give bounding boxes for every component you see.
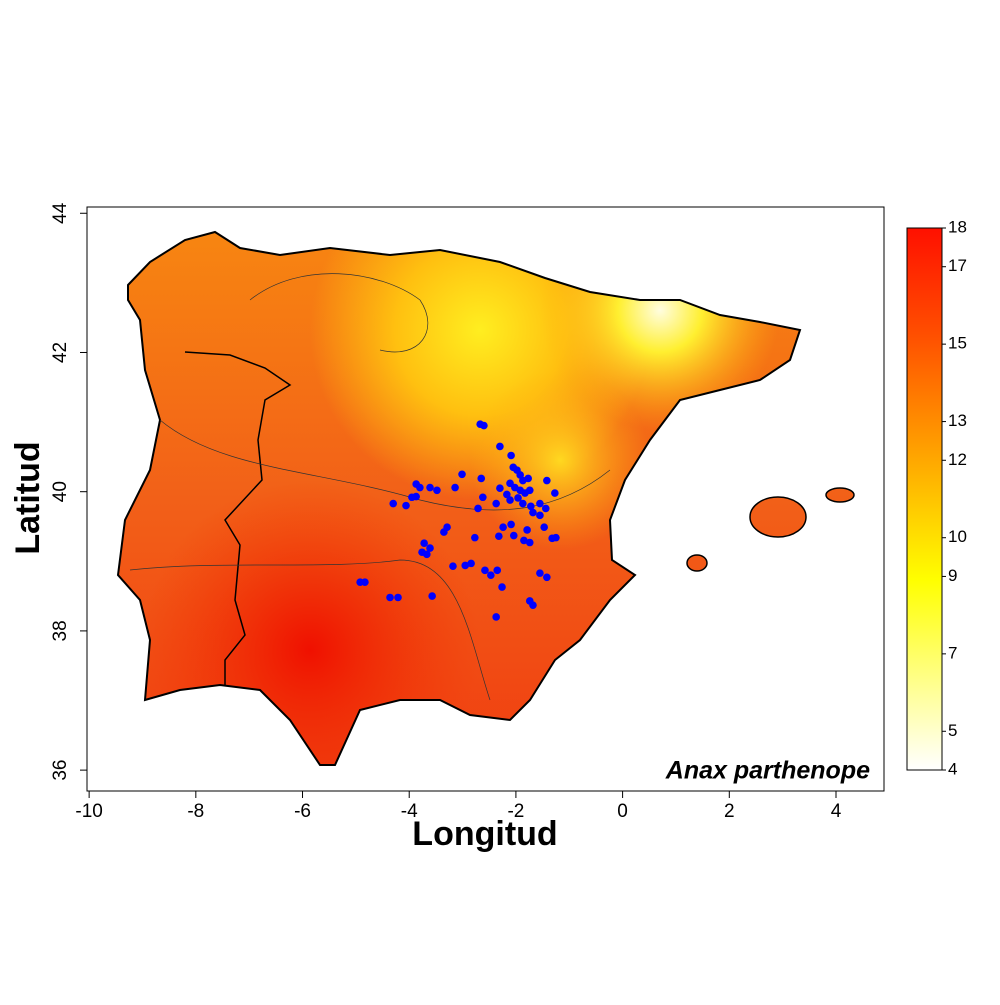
colorbar-tick-label: 13 bbox=[948, 411, 967, 430]
occurrence-point bbox=[514, 494, 522, 502]
y-tick-label: 40 bbox=[50, 481, 71, 502]
y-tick-label: 36 bbox=[50, 760, 71, 781]
colorbar-tick-label: 15 bbox=[948, 334, 967, 353]
occurrence-point bbox=[507, 520, 515, 529]
coastline bbox=[117, 231, 855, 766]
colorbar-tick-label: 17 bbox=[948, 256, 967, 275]
colorbar-tick-label: 7 bbox=[948, 643, 957, 662]
colorbar-tick-label: 4 bbox=[948, 759, 957, 778]
plot-frame bbox=[86, 206, 885, 792]
occurrence-point bbox=[507, 451, 515, 460]
occurrence-point bbox=[496, 484, 504, 493]
colorbar-tick-label: 10 bbox=[948, 527, 967, 546]
occurrence-point bbox=[389, 499, 398, 508]
occurrence-point bbox=[394, 593, 402, 602]
x-tick-label: 0 bbox=[617, 801, 628, 822]
occurrence-point bbox=[495, 532, 503, 541]
occurrence-point bbox=[506, 496, 514, 504]
occurrence-point bbox=[527, 502, 535, 511]
colorbar bbox=[906, 227, 943, 771]
occurrence-point bbox=[519, 499, 527, 508]
x-tick-label: -8 bbox=[187, 801, 204, 822]
occurrence-point bbox=[402, 501, 410, 510]
occurrence-point bbox=[492, 613, 500, 621]
occurrence-point bbox=[525, 538, 534, 547]
y-tick-label: 42 bbox=[50, 342, 71, 363]
occurrence-point bbox=[552, 533, 560, 542]
occurrence-point bbox=[543, 476, 551, 485]
occurrence-point bbox=[520, 536, 528, 545]
occurrence-point bbox=[498, 583, 506, 591]
occurrence-point bbox=[529, 601, 537, 609]
x-tick-label: -6 bbox=[294, 801, 311, 822]
occurrence-point bbox=[451, 483, 459, 492]
temperature-surface bbox=[118, 232, 854, 765]
occurrence-point bbox=[426, 483, 434, 492]
occurrence-point bbox=[540, 523, 548, 531]
x-tick-label: 2 bbox=[724, 801, 735, 822]
occurrence-point bbox=[408, 493, 416, 502]
occurrence-point bbox=[428, 592, 436, 600]
x-axis-label: Longitud bbox=[412, 815, 557, 853]
occurrence-point bbox=[503, 490, 511, 499]
occurrence-point bbox=[487, 571, 495, 580]
occurrence-point bbox=[523, 526, 531, 534]
x-tick-label: -4 bbox=[401, 801, 418, 822]
occurrence-point bbox=[474, 504, 482, 513]
occurrence-point bbox=[541, 504, 550, 513]
y-axis-label: Latitud bbox=[9, 441, 47, 554]
occurrence-point bbox=[426, 544, 434, 552]
x-tick-label: -2 bbox=[507, 801, 524, 822]
occurrence-point bbox=[509, 531, 518, 540]
occurrence-point bbox=[551, 489, 559, 497]
occurrence-point bbox=[386, 593, 394, 602]
colorbar-tick-label: 5 bbox=[948, 721, 957, 740]
occurrence-point bbox=[476, 420, 484, 428]
occurrence-point bbox=[529, 508, 537, 517]
occurrence-point bbox=[493, 566, 502, 575]
colorbar-tick-label: 9 bbox=[948, 566, 957, 585]
occurrence-point bbox=[477, 474, 486, 483]
occurrence-point bbox=[440, 528, 448, 536]
occurrence-point bbox=[536, 499, 544, 508]
occurrence-point bbox=[423, 550, 431, 559]
species-label: Anax parthenope bbox=[665, 757, 870, 785]
occurrence-point bbox=[499, 523, 507, 531]
occurrence-point bbox=[525, 486, 534, 495]
y-tick-label: 38 bbox=[50, 620, 71, 641]
occurrence-point bbox=[420, 539, 428, 548]
x-tick-label: 4 bbox=[831, 801, 842, 822]
occurrence-point bbox=[543, 573, 551, 582]
occurrence-point bbox=[524, 474, 532, 483]
occurrence-point bbox=[471, 533, 479, 542]
occurrence-point bbox=[449, 562, 457, 570]
occurrence-point bbox=[467, 559, 475, 568]
occurrence-point bbox=[479, 493, 487, 502]
x-tick-label: -10 bbox=[75, 801, 102, 822]
occurrence-point bbox=[461, 561, 470, 570]
occurrence-point bbox=[536, 511, 544, 520]
occurrence-point bbox=[433, 486, 441, 495]
y-tick-label: 44 bbox=[50, 202, 71, 224]
occurrence-point bbox=[416, 483, 424, 492]
occurrence-point bbox=[496, 442, 504, 451]
occurrence-point bbox=[492, 499, 500, 508]
occurrence-point bbox=[481, 566, 489, 575]
occurrence-point bbox=[536, 569, 544, 577]
colorbar-tick-label: 12 bbox=[948, 450, 967, 469]
occurrence-point bbox=[458, 470, 466, 479]
contour-lines bbox=[129, 273, 611, 701]
colorbar-tick-label: 18 bbox=[948, 217, 967, 236]
occurrence-point bbox=[356, 578, 364, 586]
